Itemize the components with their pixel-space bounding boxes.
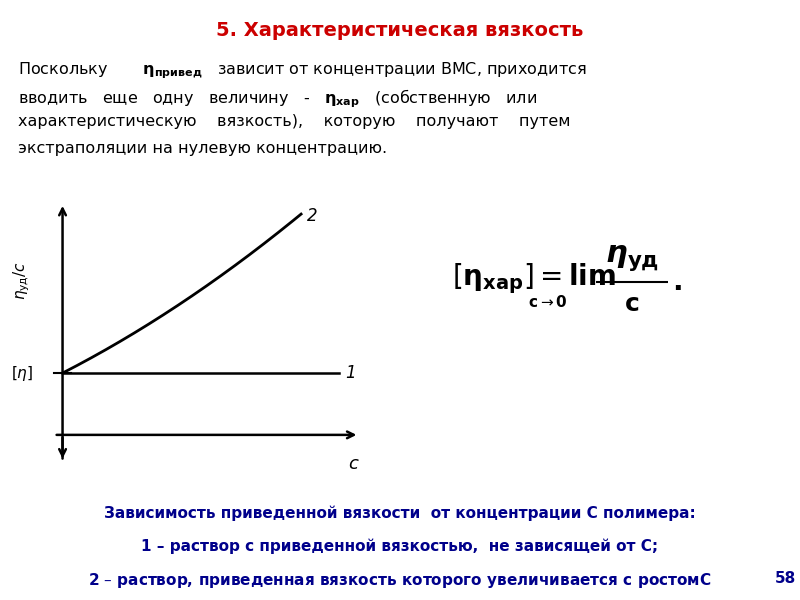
Text: $\mathbf{.}$: $\mathbf{.}$ (672, 268, 682, 296)
Text: c: c (349, 455, 358, 473)
Text: экстраполяции на нулевую концентрацию.: экстраполяции на нулевую концентрацию. (18, 141, 386, 156)
Text: $\left[\mathbf{\eta}_{\mathbf{хар}}\right] = \mathbf{lim}$: $\left[\mathbf{\eta}_{\mathbf{хар}}\righ… (452, 262, 616, 296)
Text: 1: 1 (345, 364, 355, 382)
Text: характеристическую    вязкость),    которую    получают    путем: характеристическую вязкость), которую по… (18, 114, 570, 129)
Text: 1 – раствор с приведенной вязкостью,  не зависящей от С;: 1 – раствор с приведенной вязкостью, не … (142, 538, 658, 554)
Text: 2: 2 (307, 207, 318, 225)
Text: 58: 58 (775, 571, 797, 586)
Text: 5. Характеристическая вязкость: 5. Характеристическая вязкость (216, 21, 584, 40)
Text: Зависимость приведенной вязкости  от концентрации С полимера:: Зависимость приведенной вязкости от конц… (104, 505, 696, 521)
Text: $\mathbf{c}$: $\mathbf{c}$ (625, 292, 639, 316)
Text: 2 – раствор, приведенная вязкость которого увеличивается с ростом$\mathbf{C}$: 2 – раствор, приведенная вязкость которо… (88, 571, 712, 590)
Text: вводить   еще   одну   величину   -   $\mathbf{\eta}_{\mathbf{хар}}$   (собствен: вводить еще одну величину - $\mathbf{\et… (18, 87, 537, 110)
Text: $[\eta]$: $[\eta]$ (10, 364, 33, 383)
Text: $\mathbf{c} \rightarrow \mathbf{0}$: $\mathbf{c} \rightarrow \mathbf{0}$ (528, 294, 568, 310)
Text: $\eta_{\rm уд}/c$: $\eta_{\rm уд}/c$ (11, 261, 32, 300)
Text: $\boldsymbol{\eta}_{\mathbf{уд}}$: $\boldsymbol{\eta}_{\mathbf{уд}}$ (605, 243, 659, 273)
Text: Поскольку       $\mathbf{\eta}_{\mathbf{привед}}$   зависит от концентрации ВМС,: Поскольку $\mathbf{\eta}_{\mathbf{привед… (18, 60, 586, 80)
